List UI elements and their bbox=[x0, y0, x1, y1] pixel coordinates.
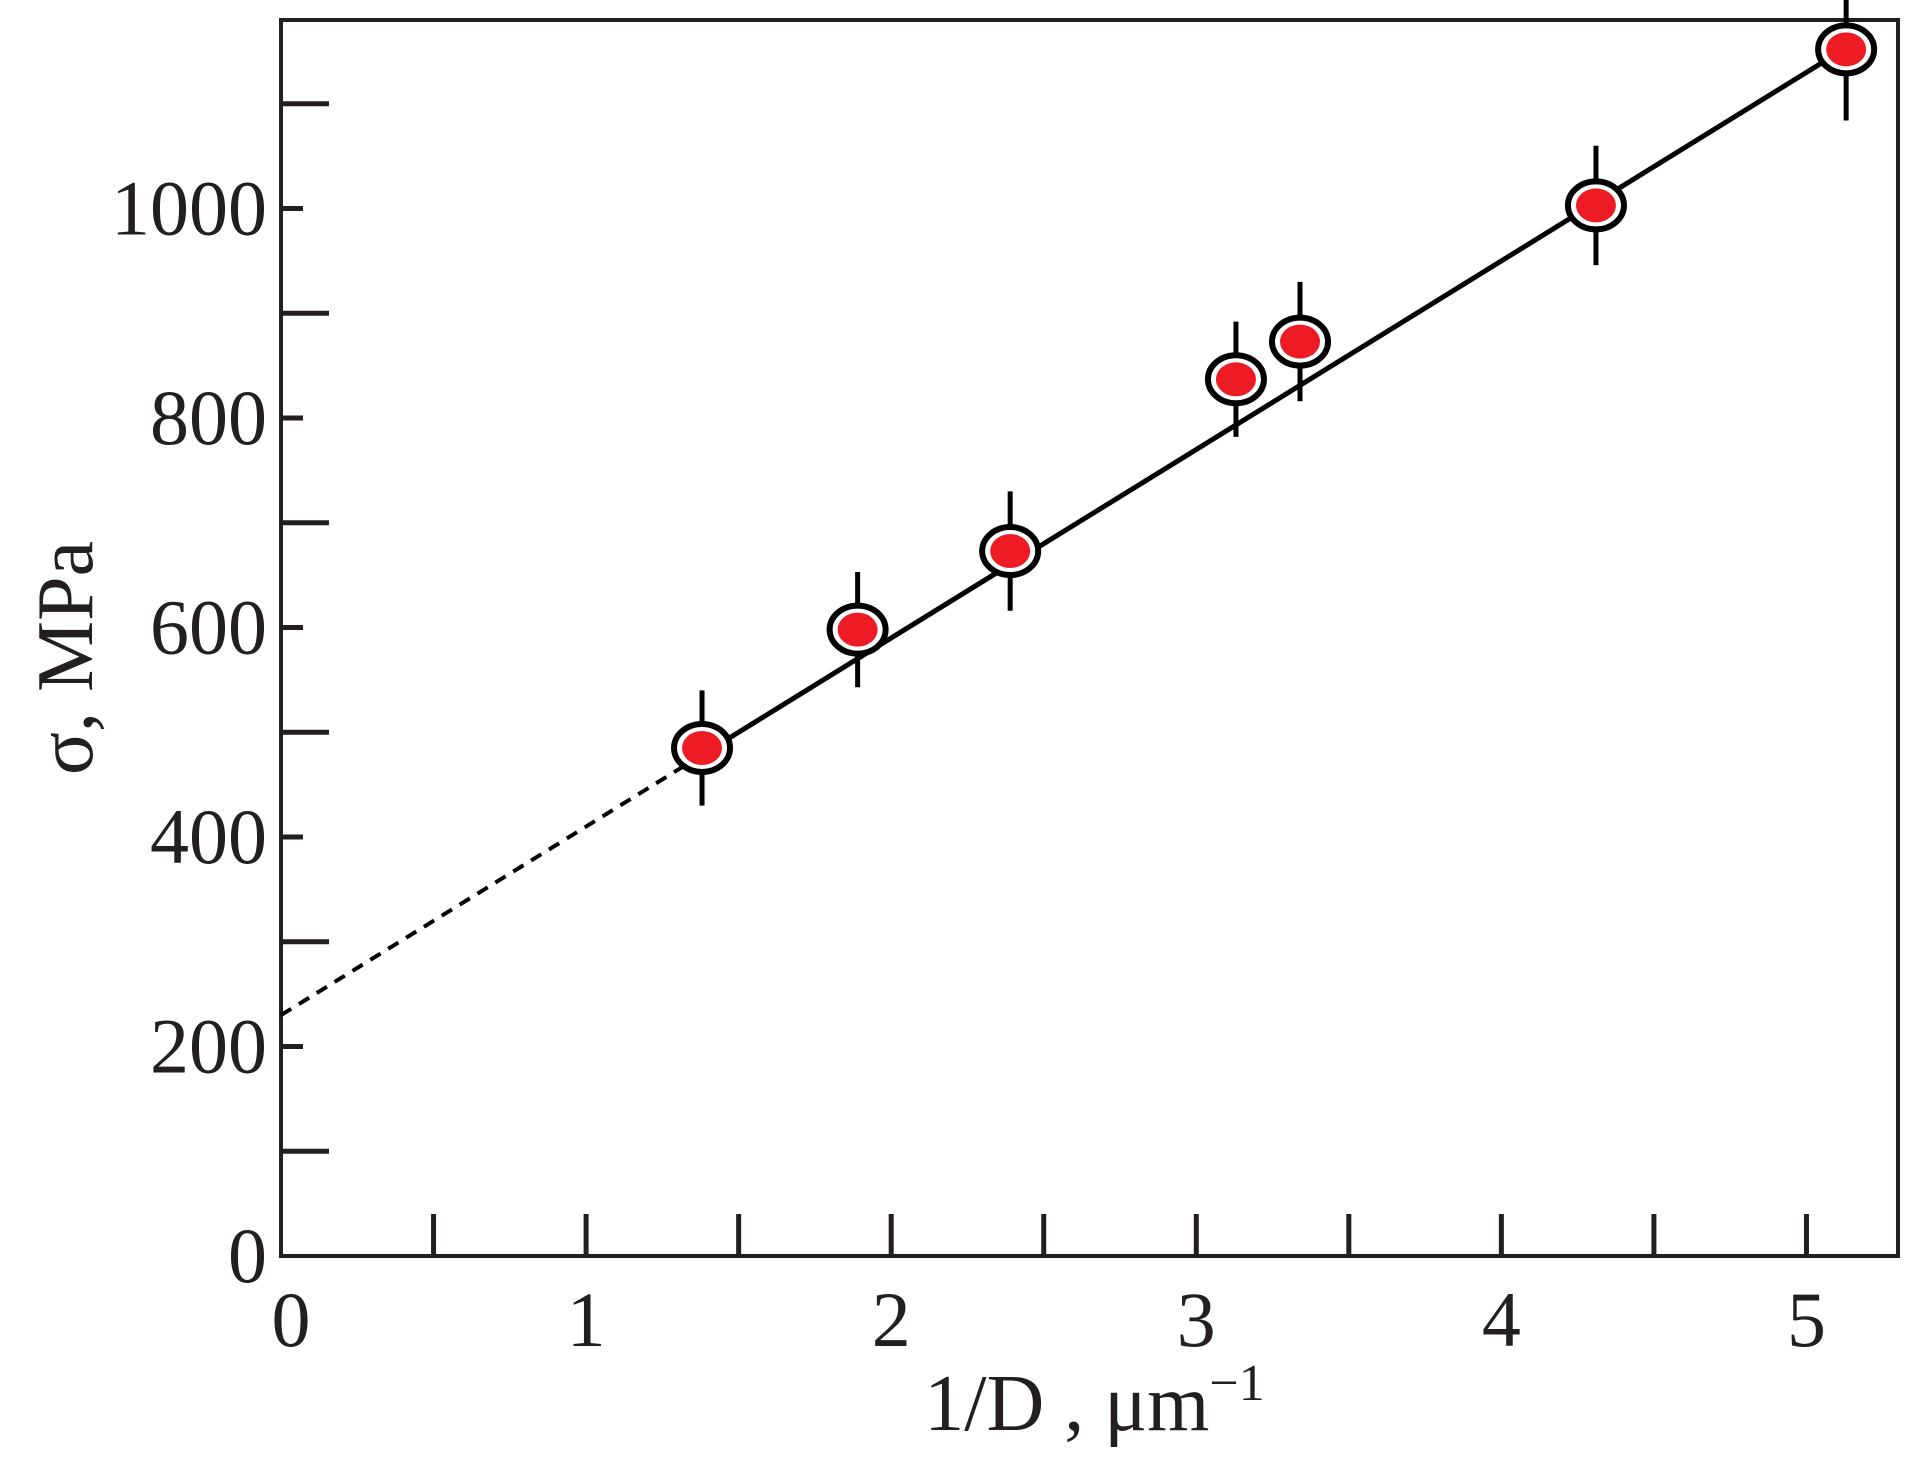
marker-fill bbox=[837, 612, 878, 647]
marker-fill bbox=[1215, 362, 1256, 397]
x-axis-title-text: 1/D , μm bbox=[924, 1360, 1209, 1448]
marker-fill bbox=[682, 730, 723, 765]
plot-frame-group bbox=[279, 18, 1900, 1258]
x-tick-label: 0 bbox=[272, 1276, 311, 1363]
fit-line-dashed-extrapolation bbox=[279, 758, 694, 1017]
x-tick-labels: 0 1 2 3 4 5 bbox=[272, 1276, 1826, 1363]
y-tick-label: 400 bbox=[150, 793, 267, 880]
marker-fill bbox=[1575, 188, 1616, 223]
x-axis-title: 1/D , μm−1 bbox=[924, 1355, 1264, 1448]
data-point bbox=[671, 690, 734, 806]
marker-fill bbox=[1826, 32, 1867, 67]
marker-fill bbox=[990, 534, 1031, 569]
x-tick-label: 4 bbox=[1482, 1276, 1521, 1363]
y-tick-label: 1000 bbox=[111, 165, 267, 252]
data-point bbox=[826, 572, 889, 688]
y-axis-title: σ, MPa bbox=[22, 541, 110, 775]
y-tick-label: 0 bbox=[228, 1212, 267, 1299]
data-point bbox=[1815, 0, 1878, 121]
data-point bbox=[1269, 281, 1332, 402]
data-points bbox=[671, 0, 1878, 806]
x-tick-label: 3 bbox=[1177, 1276, 1216, 1363]
x-tick-label: 5 bbox=[1787, 1276, 1826, 1363]
y-tick-labels: 0 200 400 600 800 1000 bbox=[111, 165, 267, 1299]
data-point bbox=[1204, 321, 1267, 437]
x-axis-title-superscript: −1 bbox=[1209, 1355, 1264, 1412]
x-minor-ticks bbox=[431, 1214, 1809, 1256]
marker-fill bbox=[1280, 324, 1321, 359]
plot-frame bbox=[279, 18, 1900, 1258]
y-tick-label: 600 bbox=[150, 584, 267, 671]
y-minor-ticks bbox=[281, 101, 329, 1154]
data-point bbox=[979, 491, 1042, 611]
x-tick-label: 1 bbox=[567, 1276, 606, 1363]
data-point bbox=[1564, 145, 1627, 266]
y-tick-label: 800 bbox=[150, 374, 267, 461]
y-tick-label: 200 bbox=[150, 1003, 267, 1090]
x-tick-label: 2 bbox=[872, 1276, 911, 1363]
